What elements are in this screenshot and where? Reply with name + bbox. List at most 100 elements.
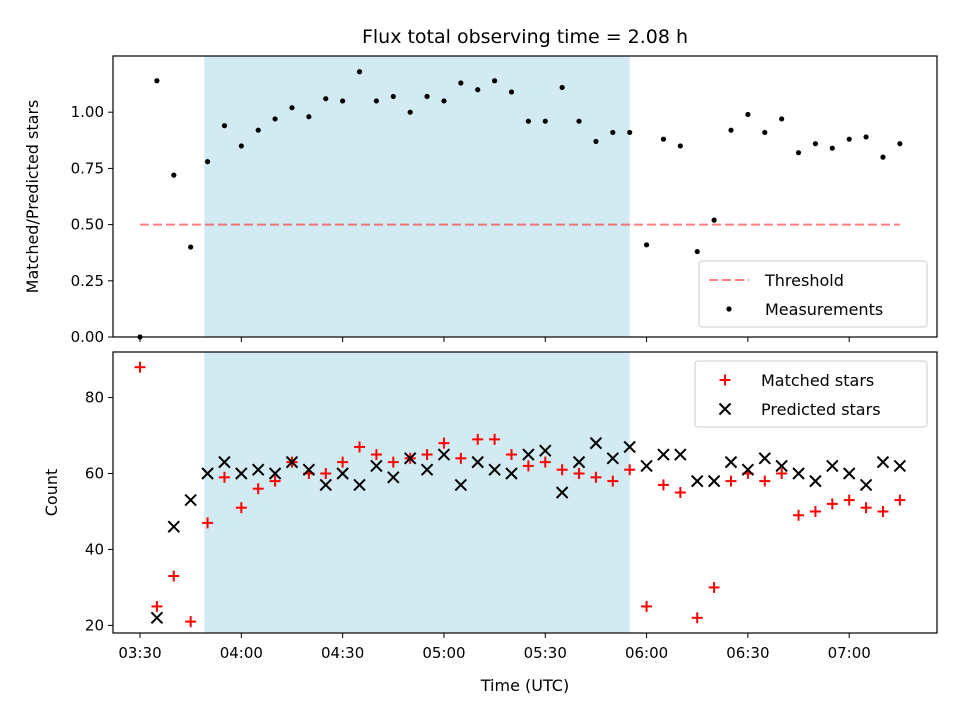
predicted-star-point xyxy=(707,474,721,488)
predicted-star-point xyxy=(420,463,434,476)
measurement-point xyxy=(508,89,515,95)
predicted-star-point xyxy=(353,478,366,492)
matched-star-point xyxy=(708,581,720,593)
bottom-x-axis: 03:30 04:00 04:30 05:00 05:30 06:00 06:30 07:00 xyxy=(118,633,871,662)
bottom-xtick-label: 07:00 xyxy=(828,644,871,662)
matched-star-point xyxy=(776,468,788,480)
measurement-point xyxy=(779,116,785,122)
matched-star-point xyxy=(573,468,585,480)
matched-star-point xyxy=(202,517,214,529)
matched-star-point xyxy=(252,483,264,495)
matched-star-point xyxy=(590,471,602,483)
legend-measurement-swatch xyxy=(726,306,732,312)
measurement-point xyxy=(272,116,278,122)
predicted-star-point xyxy=(775,459,788,473)
predicted-star-point xyxy=(826,459,839,473)
predicted-star-point xyxy=(319,478,332,492)
matched-star-point xyxy=(877,505,889,517)
matched-star-point xyxy=(725,475,737,487)
matched-star-point xyxy=(539,456,551,468)
matched-star-point xyxy=(793,509,805,521)
measurement-point xyxy=(897,141,903,147)
predicted-star-point xyxy=(842,467,856,480)
matched-star-point xyxy=(607,475,619,487)
top-shaded-region xyxy=(204,56,630,337)
legend-matched-swatch xyxy=(719,374,731,386)
bottom-legend-box xyxy=(694,360,928,428)
measurement-point xyxy=(475,87,481,93)
matched-star-point xyxy=(134,361,146,373)
measurement-points xyxy=(137,69,903,340)
predicted-star-point xyxy=(674,448,687,461)
measurement-point xyxy=(340,98,346,104)
predicted-star-point xyxy=(184,493,197,507)
measurement-point xyxy=(255,127,261,133)
predicted-star-point xyxy=(572,455,586,469)
predicted-star-point xyxy=(724,455,738,469)
matched-star-point xyxy=(826,498,838,510)
top-y-axis-label: Matched/Predicted stars xyxy=(23,100,42,294)
matched-star-point xyxy=(624,464,636,476)
matched-star-point xyxy=(269,475,281,487)
measurement-point xyxy=(424,93,430,100)
matched-star-point xyxy=(168,570,180,582)
predicted-star-point xyxy=(252,463,265,476)
bottom-axes-frame xyxy=(112,351,938,634)
bottom-ytick-label: 20 xyxy=(85,616,104,634)
matched-star-point xyxy=(387,456,399,468)
matched-star-point xyxy=(522,460,534,472)
predicted-star-point xyxy=(387,471,400,484)
measurement-point xyxy=(559,84,565,91)
top-ytick-label: 0.75 xyxy=(71,159,104,177)
matched-star-point xyxy=(556,464,568,476)
matched-star-point xyxy=(438,437,450,449)
bottom-xtick-label: 03:30 xyxy=(118,644,161,662)
measurement-point xyxy=(407,109,413,115)
matched-star-point xyxy=(354,441,366,453)
predicted-star-point xyxy=(167,520,180,533)
measurement-point xyxy=(677,143,683,149)
measurement-point xyxy=(356,69,363,75)
measurement-point xyxy=(154,78,160,84)
top-ytick-label: 1.00 xyxy=(71,103,104,121)
matched-star-point xyxy=(320,468,332,480)
measurement-point xyxy=(863,134,869,140)
predicted-star-point xyxy=(589,436,603,450)
measurement-point xyxy=(880,154,886,160)
top-panel: 0.00 0.25 0.50 0.75 1.00 Matched/Predicted s… xyxy=(23,55,938,346)
predicted-star-point xyxy=(657,448,670,461)
measurement-point xyxy=(660,136,667,142)
predicted-star-point xyxy=(403,452,417,465)
measurement-point xyxy=(390,93,396,100)
predicted-star-point xyxy=(471,455,484,469)
measurement-point xyxy=(238,143,244,149)
measurement-point xyxy=(593,138,599,145)
measurement-point xyxy=(441,98,447,104)
measurement-point xyxy=(711,217,717,223)
matched-star-point xyxy=(370,449,382,461)
predicted-star-point xyxy=(454,478,468,492)
predicted-star-point xyxy=(859,478,873,492)
matched-star-point xyxy=(843,494,855,506)
measurement-point xyxy=(576,118,582,124)
matched-star-point xyxy=(489,433,501,445)
predicted-star-point xyxy=(640,459,653,473)
legend-predicted-label: Predicted stars xyxy=(761,400,881,419)
top-y-axis: 0.00 0.25 0.50 0.75 1.00 xyxy=(71,103,113,346)
bottom-legend: Matched stars Predicted stars xyxy=(694,360,928,428)
predicted-star-point xyxy=(522,448,535,461)
predicted-star-point xyxy=(623,440,636,454)
measurement-point xyxy=(204,159,211,165)
measurement-point xyxy=(762,129,768,136)
predicted-star-point xyxy=(150,611,164,625)
measurement-point xyxy=(525,118,531,124)
matched-star-point xyxy=(691,612,703,624)
matched-star-point xyxy=(337,456,349,468)
predicted-star-point xyxy=(691,474,704,488)
predicted-star-point xyxy=(876,455,890,469)
matched-star-point xyxy=(674,487,686,498)
predicted-star-point xyxy=(606,452,620,465)
measurement-point xyxy=(373,98,380,104)
